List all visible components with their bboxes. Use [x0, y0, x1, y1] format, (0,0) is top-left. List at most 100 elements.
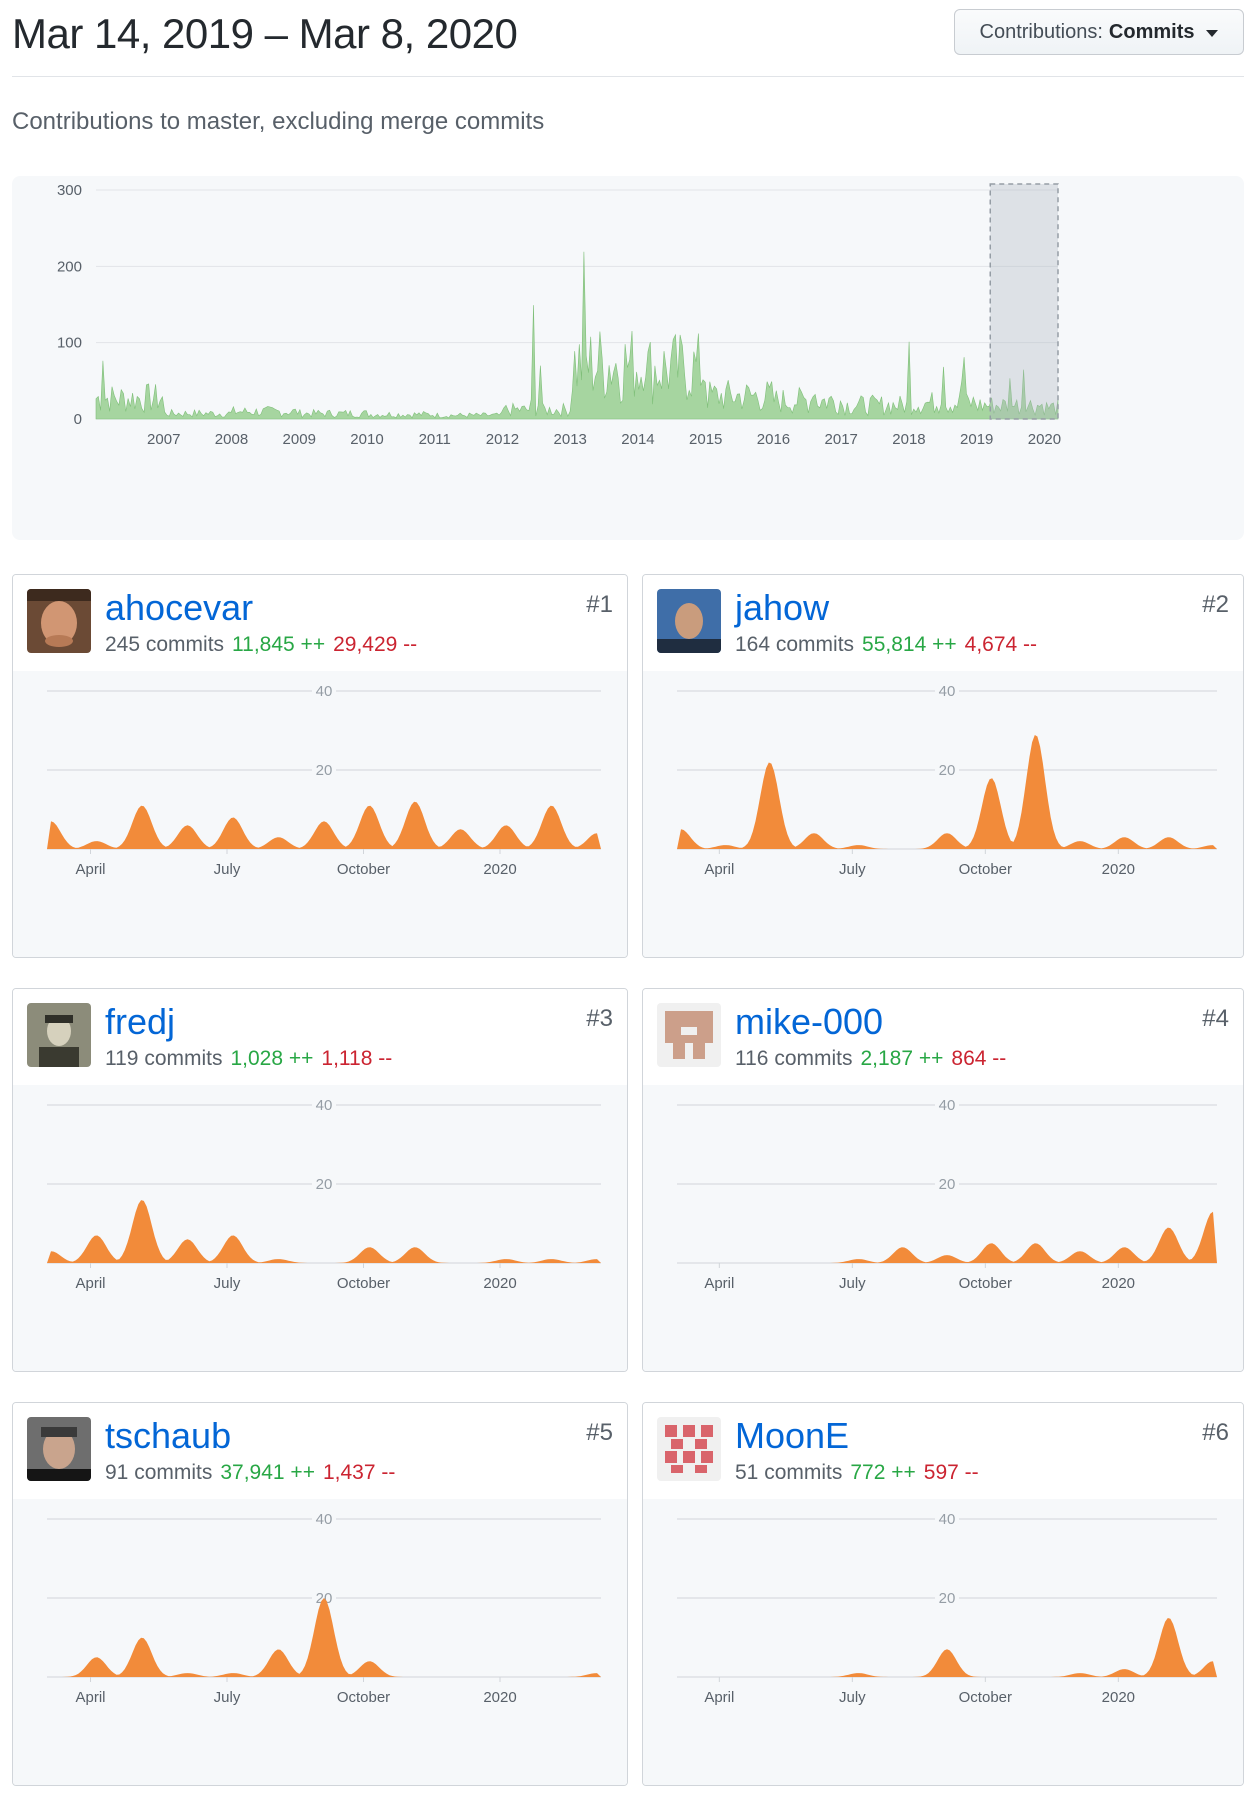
- additions-count: 37,941 ++: [220, 1461, 315, 1484]
- commit-count: 116 commits: [735, 1047, 853, 1070]
- x-tick-label: 2020: [1028, 431, 1061, 448]
- commit-count: 164 commits: [735, 633, 855, 656]
- x-tick-label: 2016: [757, 431, 790, 448]
- x-tick-label: 2013: [554, 431, 587, 448]
- y-tick-label: 40: [316, 683, 333, 700]
- x-tick-label: July: [214, 861, 241, 878]
- contributor-area-series: [677, 1618, 1217, 1677]
- x-tick-label: 2008: [215, 431, 248, 448]
- contributor-area-series: [677, 735, 1217, 849]
- contributor-card-header: fredj 119 commits 1,028 ++ 1,118 -- #3: [13, 989, 627, 1086]
- additions-count: 55,814 ++: [862, 633, 957, 656]
- overview-chart-svg[interactable]: 0 100 200 300 2007 2008 2009 2010 2011 2012 2013 20…: [12, 176, 1244, 540]
- y-tick-bg: [312, 1096, 336, 1113]
- x-tick-label: 2012: [486, 431, 519, 448]
- contributor-username-link[interactable]: fredj: [105, 1001, 176, 1042]
- x-tick-label: April: [704, 1275, 734, 1292]
- x-tick-label: July: [839, 1275, 866, 1292]
- x-tick-label: 2020: [1102, 1689, 1135, 1706]
- contributor-username-link[interactable]: tschaub: [105, 1415, 232, 1456]
- commit-count: 51 commits: [735, 1461, 843, 1484]
- avatar[interactable]: [27, 1417, 91, 1481]
- y-tick-label: 20: [316, 762, 333, 779]
- commit-count: 245 commits: [105, 633, 225, 656]
- contributor-card: MoonE 51 commits 772 ++ 597 -- #6 20 40 Apri…: [642, 1402, 1244, 1786]
- x-tick-label: April: [75, 861, 105, 878]
- contributor-username-link[interactable]: jahow: [735, 587, 830, 628]
- contributor-card: tschaub 91 commits 37,941 ++ 1,437 -- #5 2…: [12, 1402, 628, 1786]
- y-tick-bg: [312, 761, 336, 778]
- y-tick-label: 200: [57, 258, 82, 275]
- x-tick-label: 2015: [689, 431, 722, 448]
- avatar[interactable]: [657, 1417, 721, 1481]
- y-tick-label: 40: [316, 1511, 333, 1528]
- contributor-rank: #2: [1202, 591, 1229, 618]
- contributor-username-link[interactable]: MoonE: [735, 1415, 850, 1456]
- contributor-card: ahocevar 245 commits 11,845 ++ 29,429 -- #…: [12, 574, 628, 958]
- x-tick-label: 2020: [483, 861, 516, 878]
- y-tick-label: 100: [57, 335, 82, 352]
- contributor-card-header: jahow 164 commits 55,814 ++ 4,674 -- #2: [643, 575, 1243, 672]
- x-tick-label: 2020: [1102, 861, 1135, 878]
- contributor-username-link[interactable]: mike-000: [735, 1001, 884, 1042]
- contributions-label: Contributions:: [979, 20, 1103, 43]
- deletions-count: 4,674 --: [964, 633, 1038, 656]
- additions-count: 2,187 ++: [860, 1047, 944, 1070]
- contributor-card-header: tschaub 91 commits 37,941 ++ 1,437 -- #5: [13, 1403, 627, 1500]
- contributor-card-header: MoonE 51 commits 772 ++ 597 -- #6: [643, 1403, 1243, 1500]
- x-tick-label: October: [959, 861, 1012, 878]
- x-tick-label: 2014: [621, 431, 654, 448]
- x-tick-label: 2019: [960, 431, 993, 448]
- additions-count: 772 ++: [850, 1461, 916, 1484]
- y-tick-bg: [312, 1589, 336, 1606]
- avatar[interactable]: [27, 589, 91, 653]
- contributor-rank: #6: [1202, 1419, 1229, 1446]
- y-tick-bg: [312, 1175, 336, 1192]
- y-tick-label: 40: [939, 1097, 956, 1114]
- contributor-stats: 164 commits 55,814 ++ 4,674 --: [735, 633, 1037, 657]
- y-tick-label: 300: [57, 182, 82, 199]
- y-tick-label: 0: [74, 411, 82, 428]
- deletions-count: 29,429 --: [333, 633, 418, 656]
- chevron-down-icon: [1206, 29, 1219, 37]
- overview-area-series: [95, 251, 1059, 420]
- x-tick-label: 2009: [283, 431, 316, 448]
- contributor-area-series: [47, 1598, 601, 1677]
- y-tick-bg: [935, 1510, 959, 1527]
- y-tick-label: 20: [939, 1176, 956, 1193]
- y-tick-bg: [935, 1175, 959, 1192]
- y-tick-bg: [935, 761, 959, 778]
- overview-chart[interactable]: 0 100 200 300 2007 2008 2009 2010 2011 2012 2013 20…: [12, 176, 1244, 540]
- additions-count: 1,028 ++: [230, 1047, 314, 1070]
- deletions-count: 597 --: [923, 1461, 979, 1484]
- date-range-title: Mar 14, 2019 – Mar 8, 2020: [12, 10, 518, 57]
- contributor-stats: 116 commits 2,187 ++ 864 --: [735, 1047, 1006, 1071]
- x-tick-label: April: [704, 1689, 734, 1706]
- contributor-chart: 20 40 April July October 2020: [643, 1499, 1243, 1785]
- contributor-chart: 20 40 April July October 2020: [643, 671, 1243, 957]
- avatar[interactable]: [657, 1003, 721, 1067]
- contributor-rank: #4: [1202, 1005, 1229, 1032]
- avatar[interactable]: [27, 1003, 91, 1067]
- x-tick-label: October: [959, 1689, 1012, 1706]
- contributor-username-link[interactable]: ahocevar: [105, 587, 254, 628]
- x-tick-label: 2007: [147, 431, 180, 448]
- contributor-card: fredj 119 commits 1,028 ++ 1,118 -- #3 20 4…: [12, 988, 628, 1372]
- x-tick-label: October: [337, 1689, 390, 1706]
- contributor-stats: 119 commits 1,028 ++ 1,118 --: [105, 1047, 392, 1071]
- contributor-card-header: mike-000 116 commits 2,187 ++ 864 -- #4: [643, 989, 1243, 1086]
- x-tick-label: 2020: [483, 1689, 516, 1706]
- contributor-chart: 20 40 April July October 2020: [13, 671, 627, 957]
- x-tick-label: April: [75, 1275, 105, 1292]
- y-tick-bg: [935, 1096, 959, 1113]
- contributor-rank: #1: [586, 591, 613, 618]
- contributor-area-series: [677, 1211, 1217, 1263]
- x-tick-label: 2020: [1102, 1275, 1135, 1292]
- y-tick-label: 20: [939, 1590, 956, 1607]
- contributions-dropdown-button[interactable]: Contributions: Commits: [954, 9, 1244, 55]
- avatar[interactable]: [657, 589, 721, 653]
